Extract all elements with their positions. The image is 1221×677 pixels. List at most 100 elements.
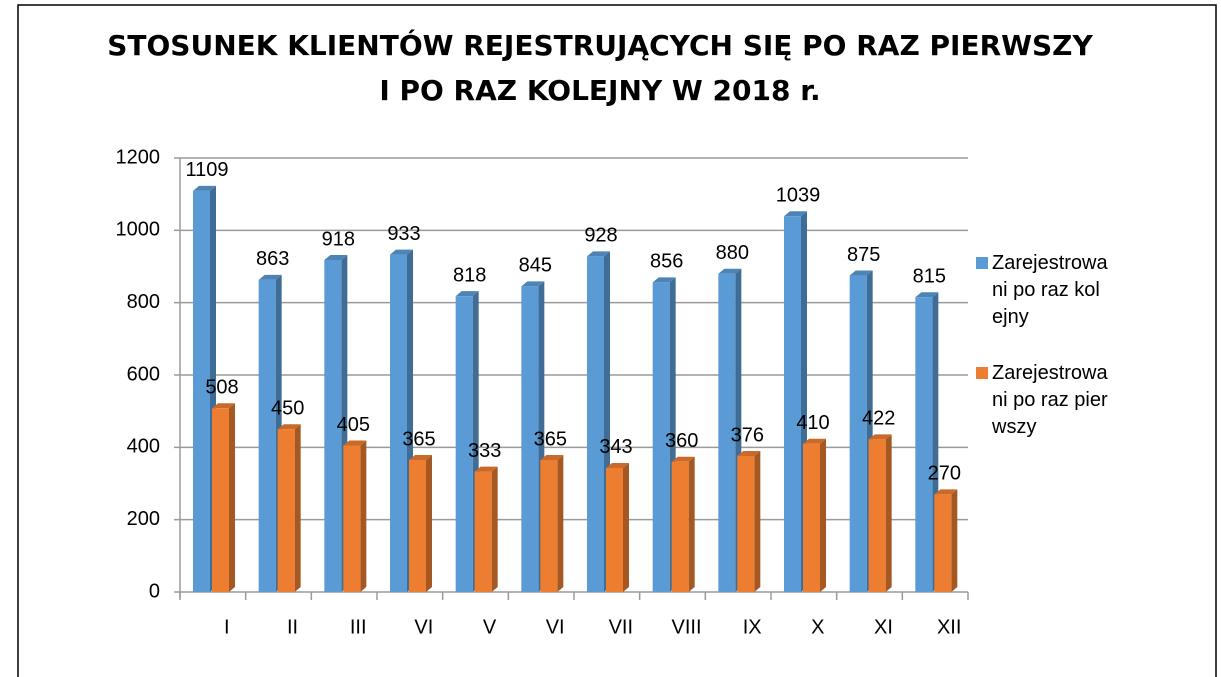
x-tick-label: I <box>224 616 230 638</box>
bar <box>652 282 670 592</box>
y-tick-label: 400 <box>127 436 160 458</box>
x-tick-label: XII <box>937 616 961 638</box>
bar-top <box>521 281 545 287</box>
bar-top <box>934 489 958 495</box>
bar <box>521 286 539 592</box>
bar-top <box>803 438 826 444</box>
bar-side <box>294 424 301 592</box>
bar <box>915 297 933 592</box>
y-tick-label: 1200 <box>116 146 161 168</box>
bar-side <box>491 466 498 592</box>
bar <box>587 256 604 592</box>
bar-top <box>737 451 761 457</box>
bar-top <box>474 466 498 472</box>
bar <box>258 279 276 592</box>
bar <box>718 273 736 592</box>
data-label: 508 <box>205 377 238 399</box>
bar-top <box>671 456 695 462</box>
data-label: 450 <box>271 398 304 420</box>
bar-top <box>868 434 892 440</box>
bar <box>934 494 952 592</box>
bar-top <box>212 403 235 409</box>
bar <box>671 461 689 592</box>
data-label: 343 <box>599 436 632 458</box>
data-label: 933 <box>387 223 420 245</box>
bar <box>343 445 361 592</box>
bar-top <box>849 270 873 276</box>
bar-top <box>587 251 610 257</box>
data-label: 422 <box>862 408 895 430</box>
bar-top <box>784 211 807 217</box>
data-label: 333 <box>468 440 501 462</box>
bar <box>193 190 210 592</box>
x-tick-label: VIII <box>671 616 701 638</box>
bar-side <box>885 434 892 592</box>
x-tick-label: V <box>483 616 497 638</box>
bar <box>277 429 295 592</box>
data-label: 365 <box>402 428 435 450</box>
x-tick-label: XI <box>874 616 893 638</box>
data-label: 410 <box>796 412 829 434</box>
bar-top <box>540 454 564 460</box>
data-label: 928 <box>584 225 617 247</box>
data-label: 863 <box>256 248 289 270</box>
bar-top <box>277 424 301 430</box>
legend-swatch <box>976 257 988 269</box>
data-label: 1039 <box>776 185 821 207</box>
y-tick-label: 0 <box>149 580 160 602</box>
y-tick-label: 200 <box>127 508 160 530</box>
x-tick-label: II <box>287 616 298 638</box>
bar-side <box>360 440 367 592</box>
legend-swatch <box>976 367 988 379</box>
x-tick-label: VI <box>546 616 565 638</box>
bar <box>474 471 492 592</box>
bar-side <box>426 454 432 592</box>
legend-label: Zarejestrowani po raz kolejny <box>992 252 1108 328</box>
bar <box>606 467 623 592</box>
legend-label: Zarejestrowani po raz pierwszy <box>992 362 1108 438</box>
data-label: 880 <box>716 242 749 264</box>
bar-top <box>718 268 742 274</box>
y-tick-label: 600 <box>127 363 160 385</box>
bar <box>212 408 229 592</box>
chart-title: STOSUNEK KLIENTÓW REJESTRUJĄCYCH SIĘ PO … <box>107 28 1093 62</box>
bar-side <box>951 489 958 592</box>
x-tick-label: VI <box>414 616 433 638</box>
bar-side <box>623 462 629 592</box>
x-tick-label: III <box>350 616 367 638</box>
bar-top <box>652 277 676 283</box>
x-tick-label: IX <box>743 616 762 638</box>
bar <box>784 216 801 592</box>
x-tick-label: X <box>811 616 824 638</box>
data-label: 365 <box>534 428 567 450</box>
bar-top <box>258 274 282 280</box>
bar <box>409 459 426 592</box>
y-tick-label: 800 <box>127 291 160 313</box>
data-label: 270 <box>928 463 961 485</box>
x-tick-label: VII <box>609 616 633 638</box>
bar-side <box>754 451 761 592</box>
data-label: 815 <box>913 266 946 288</box>
data-label: 856 <box>650 251 683 273</box>
bar <box>737 456 755 592</box>
bar-top <box>193 185 216 191</box>
bar <box>849 275 867 592</box>
bar <box>455 296 473 592</box>
frame <box>17 4 1217 677</box>
bar-top <box>455 291 479 297</box>
bar-top <box>915 292 939 298</box>
bar-top <box>343 440 367 446</box>
bar <box>803 443 820 592</box>
data-label: 918 <box>322 228 355 250</box>
bar <box>868 439 886 592</box>
bar-side <box>557 454 564 592</box>
bar-top <box>324 254 348 260</box>
bar <box>390 254 407 592</box>
bar-side <box>229 403 235 592</box>
bar-side <box>820 438 826 592</box>
data-label: 376 <box>731 424 764 446</box>
bar <box>540 459 558 592</box>
bar <box>324 259 342 592</box>
